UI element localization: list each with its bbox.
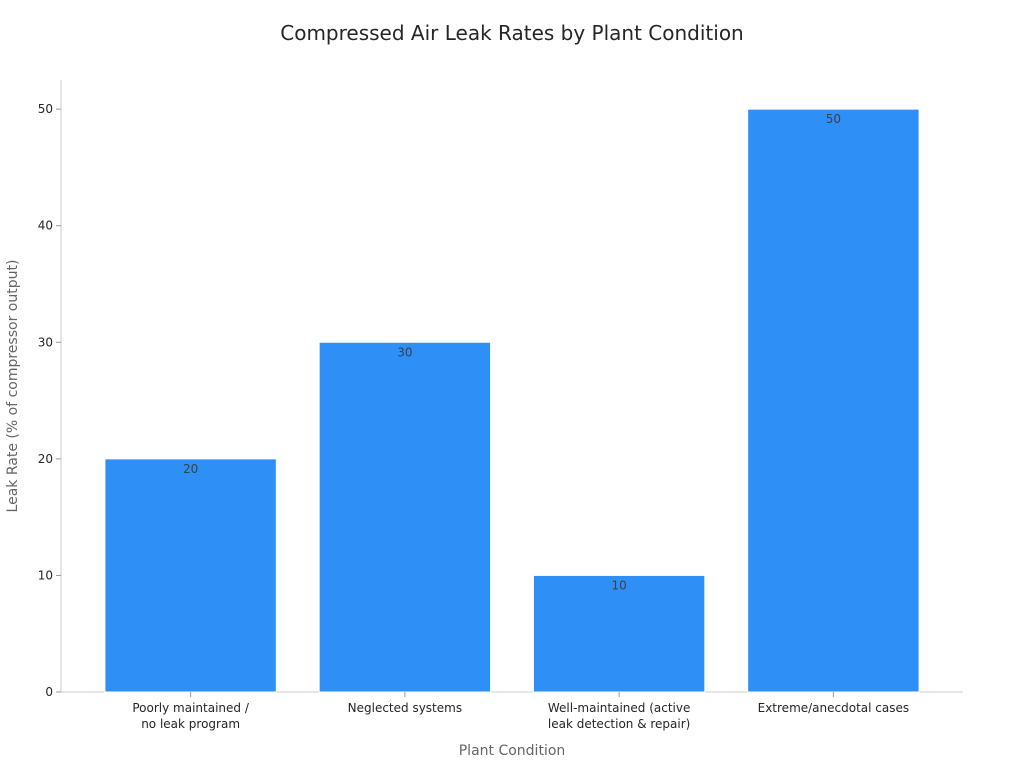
x-tick-label: leak detection & repair) bbox=[548, 717, 690, 731]
x-tick-label: no leak program bbox=[141, 717, 240, 731]
y-tick-label: 10 bbox=[38, 568, 53, 582]
bar bbox=[532, 574, 706, 693]
data-label: 20 bbox=[183, 462, 198, 476]
bars bbox=[104, 108, 920, 693]
data-label: 30 bbox=[397, 345, 412, 359]
x-tick-label: Neglected systems bbox=[348, 701, 462, 715]
x-tick-label: Well-maintained (active bbox=[548, 701, 691, 715]
data-label: 50 bbox=[826, 112, 841, 126]
data-labels: 20 30 10 50 bbox=[183, 112, 841, 592]
x-axis-title: Plant Condition bbox=[459, 743, 566, 759]
bar bbox=[104, 458, 277, 693]
bar bbox=[747, 108, 920, 693]
x-category-labels: Poorly maintained / no leak program Neglec… bbox=[132, 692, 909, 731]
x-tick-label: Poorly maintained / bbox=[132, 701, 249, 715]
y-tick-label: 40 bbox=[38, 219, 53, 233]
bar bbox=[318, 341, 492, 693]
y-tick-label: 20 bbox=[38, 452, 53, 466]
y-tick-label: 50 bbox=[38, 102, 53, 116]
data-label: 10 bbox=[611, 578, 626, 592]
x-tick-label: Extreme/anecdotal cases bbox=[758, 701, 910, 715]
y-ticks: 0 10 20 30 40 50 bbox=[38, 102, 61, 699]
chart-title: Compressed Air Leak Rates by Plant Condi… bbox=[280, 21, 744, 45]
y-axis-title: Leak Rate (% of compressor output) bbox=[5, 260, 21, 513]
y-tick-label: 30 bbox=[38, 335, 53, 349]
y-tick-label: 0 bbox=[45, 685, 53, 699]
